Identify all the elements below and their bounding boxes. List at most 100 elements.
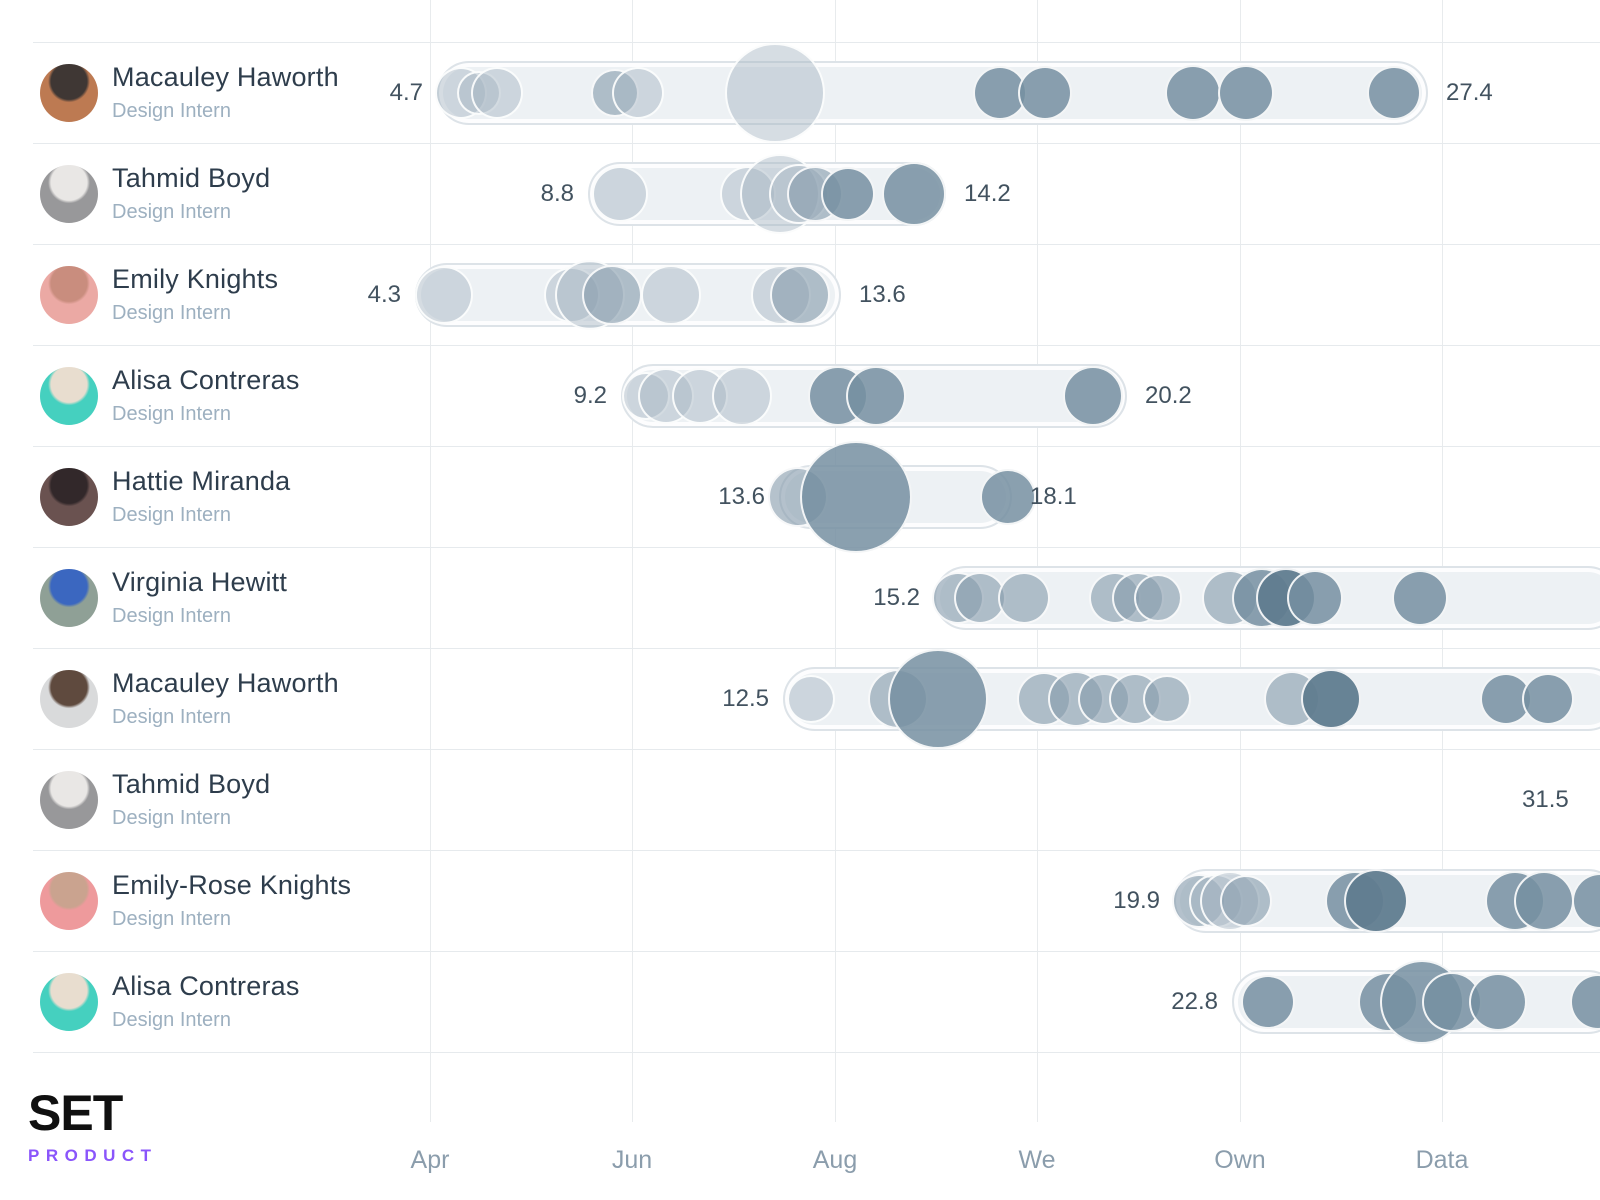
member-info: Macauley Haworth Design Intern <box>112 648 339 749</box>
bubble[interactable] <box>1344 868 1408 933</box>
row-separator <box>33 547 1600 548</box>
bubble[interactable] <box>1301 668 1361 729</box>
bubble[interactable] <box>888 648 988 749</box>
member-name: Emily-Rose Knights <box>112 870 352 901</box>
member-info: Alisa Contreras Design Intern <box>112 951 300 1052</box>
bubble[interactable] <box>1514 870 1574 931</box>
table-row[interactable]: Virginia Hewitt Design Intern 15.2 <box>0 547 1600 648</box>
table-row[interactable]: Tahmid Boyd Design Intern 31.5 <box>0 749 1600 850</box>
bubble[interactable] <box>1165 64 1221 121</box>
bubble[interactable] <box>1367 65 1421 120</box>
x-axis-tick-label: We <box>1018 1146 1056 1174</box>
bubble[interactable] <box>846 365 906 426</box>
bubble[interactable] <box>415 265 473 324</box>
row-separator <box>33 951 1600 952</box>
bar-end-value: 18.1 <box>1030 482 1077 510</box>
logo-set-text: SET <box>28 1085 123 1141</box>
gridline <box>1037 0 1038 1122</box>
bar-end-value: 20.2 <box>1145 381 1192 409</box>
bar-start-value: 9.2 <box>573 381 607 409</box>
table-row[interactable]: Emily-Rose Knights Design Intern 19.9 <box>0 850 1600 951</box>
member-role: Design Intern <box>112 301 231 324</box>
table-row[interactable]: Alisa Contreras Design Intern 9.2 20.2 <box>0 345 1600 446</box>
member-info: Emily Knights Design Intern <box>112 244 278 345</box>
member-role: Design Intern <box>112 503 231 526</box>
bar-end-value: 14.2 <box>964 179 1011 207</box>
bubble[interactable] <box>1218 64 1274 121</box>
member-info: Virginia Hewitt Design Intern <box>112 547 287 648</box>
avatar[interactable] <box>40 164 98 223</box>
bubble[interactable] <box>1480 672 1532 725</box>
bar-start-value: 4.3 <box>367 280 401 308</box>
member-info: Macauley Haworth Design Intern <box>112 42 339 143</box>
bubble[interactable] <box>725 42 825 143</box>
x-axis-tick-label: Data <box>1415 1146 1469 1174</box>
row-separator <box>33 244 1600 245</box>
bubble[interactable] <box>998 571 1050 624</box>
member-role: Design Intern <box>112 907 231 930</box>
bar-track[interactable] <box>437 60 1428 125</box>
member-info: Tahmid Boyd Design Intern <box>112 749 270 850</box>
bubble[interactable] <box>770 264 830 325</box>
x-axis-tick-label: Apr <box>410 1146 450 1174</box>
bubble[interactable] <box>1143 674 1191 723</box>
bubble[interactable] <box>821 166 875 221</box>
table-row[interactable]: Macauley Haworth Design Intern 12.5 <box>0 648 1600 749</box>
bubble[interactable] <box>1392 569 1448 626</box>
avatar[interactable] <box>40 669 98 728</box>
bubble[interactable] <box>641 264 701 325</box>
bar-end-value: 27.4 <box>1446 78 1493 106</box>
bubble[interactable] <box>973 65 1027 120</box>
avatar[interactable] <box>40 467 98 526</box>
avatar[interactable] <box>40 366 98 425</box>
row-separator <box>33 749 1600 750</box>
member-name: Hattie Miranda <box>112 466 291 497</box>
bubble[interactable] <box>582 264 642 325</box>
bubble[interactable] <box>612 66 664 119</box>
bubble[interactable] <box>787 674 835 723</box>
avatar[interactable] <box>40 568 98 627</box>
bar-start-value: 13.6 <box>718 482 765 510</box>
bubble[interactable] <box>800 440 912 553</box>
table-row[interactable]: Alisa Contreras Design Intern 22.8 <box>0 951 1600 1052</box>
bar-start-value: 22.8 <box>1171 987 1218 1015</box>
avatar[interactable] <box>40 770 98 829</box>
member-role: Design Intern <box>112 200 231 223</box>
table-row[interactable]: Macauley Haworth Design Intern 4.7 27.4 <box>0 42 1600 143</box>
bubble[interactable] <box>592 165 648 222</box>
bar-end-value: 31.5 <box>1522 785 1569 813</box>
row-separator <box>33 345 1600 346</box>
avatar[interactable] <box>40 972 98 1031</box>
bubble[interactable] <box>980 468 1036 525</box>
member-role: Design Intern <box>112 99 231 122</box>
gridline <box>1240 0 1241 1122</box>
row-separator <box>33 1052 1600 1053</box>
table-row[interactable]: Emily Knights Design Intern 4.3 13.6 <box>0 244 1600 345</box>
bubble[interactable] <box>882 161 946 226</box>
member-name: Macauley Haworth <box>112 668 339 699</box>
table-row[interactable]: Hattie Miranda Design Intern 13.6 18.1 <box>0 440 1600 553</box>
bubble[interactable] <box>1469 972 1527 1031</box>
member-role: Design Intern <box>112 604 231 627</box>
member-name: Emily Knights <box>112 264 279 295</box>
bar-end-value: 13.6 <box>859 280 906 308</box>
avatar[interactable] <box>40 871 98 930</box>
x-axis-tick-label: Own <box>1214 1146 1266 1174</box>
bubble[interactable] <box>1220 874 1272 927</box>
bubble[interactable] <box>1287 569 1343 626</box>
bubble[interactable] <box>1241 974 1295 1029</box>
table-row[interactable]: Tahmid Boyd Design Intern 8.8 14.2 <box>0 143 1600 244</box>
avatar[interactable] <box>40 63 98 122</box>
bubble[interactable] <box>1063 365 1123 426</box>
bubble[interactable] <box>712 365 772 426</box>
row-separator <box>33 446 1600 447</box>
bubble[interactable] <box>1134 573 1182 622</box>
bar-start-value: 12.5 <box>722 684 769 712</box>
bubble[interactable] <box>1522 672 1574 725</box>
bubble[interactable] <box>471 66 523 119</box>
member-info: Tahmid Boyd Design Intern <box>112 143 270 244</box>
row-separator <box>33 850 1600 851</box>
avatar[interactable] <box>40 265 98 324</box>
bubble[interactable] <box>1018 65 1072 120</box>
